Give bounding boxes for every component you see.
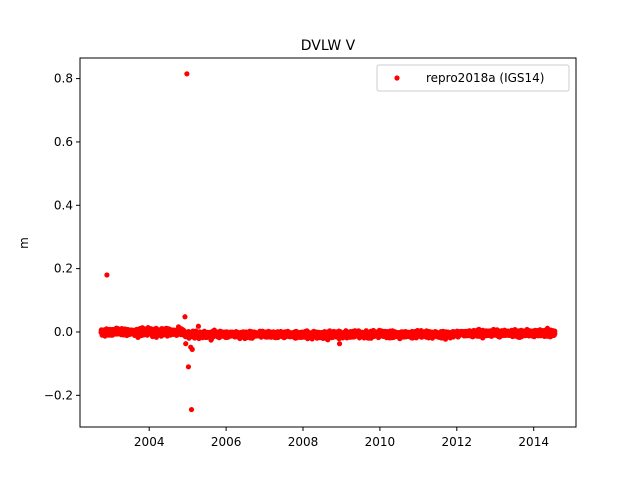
y-tick-label: 0.0: [54, 325, 73, 339]
y-axis: −0.2 0.0 0.2 0.4 0.6 0.8: [44, 72, 80, 402]
outlier-point: [189, 346, 195, 352]
legend: repro2018a (IGS14): [376, 64, 570, 92]
x-tick-label: 2008: [288, 435, 319, 449]
legend-box: [376, 64, 570, 92]
y-tick-label: 0.6: [54, 135, 73, 149]
outlier-point: [184, 71, 190, 77]
outlier-point: [104, 272, 110, 278]
outlier-point: [185, 364, 192, 370]
legend-marker: [394, 75, 400, 81]
outlier-point: [336, 341, 343, 347]
y-axis-label: m: [17, 237, 31, 249]
y-tick-label: 0.2: [54, 262, 73, 276]
chart-title: DVLW V: [301, 38, 356, 54]
x-tick-label: 2012: [442, 435, 473, 449]
x-axis: 2004 2006 2008 2010 2012 2014: [134, 427, 549, 449]
outlier-point: [183, 341, 189, 347]
outlier-point: [182, 314, 188, 320]
data-point: [552, 331, 558, 337]
series-points: [98, 71, 558, 413]
plot-area: [98, 71, 558, 413]
axes-frame: [79, 57, 577, 428]
x-tick-label: 2004: [134, 435, 165, 449]
outlier-point: [188, 406, 195, 413]
outlier-point: [195, 323, 202, 329]
y-tick-label: 0.4: [54, 198, 73, 212]
legend-label: repro2018a (IGS14): [426, 71, 544, 85]
y-tick-label: −0.2: [44, 388, 73, 402]
x-tick-label: 2014: [518, 435, 549, 449]
x-tick-label: 2006: [211, 435, 242, 449]
x-tick-label: 2010: [365, 435, 396, 449]
y-tick-label: 0.8: [54, 72, 73, 86]
